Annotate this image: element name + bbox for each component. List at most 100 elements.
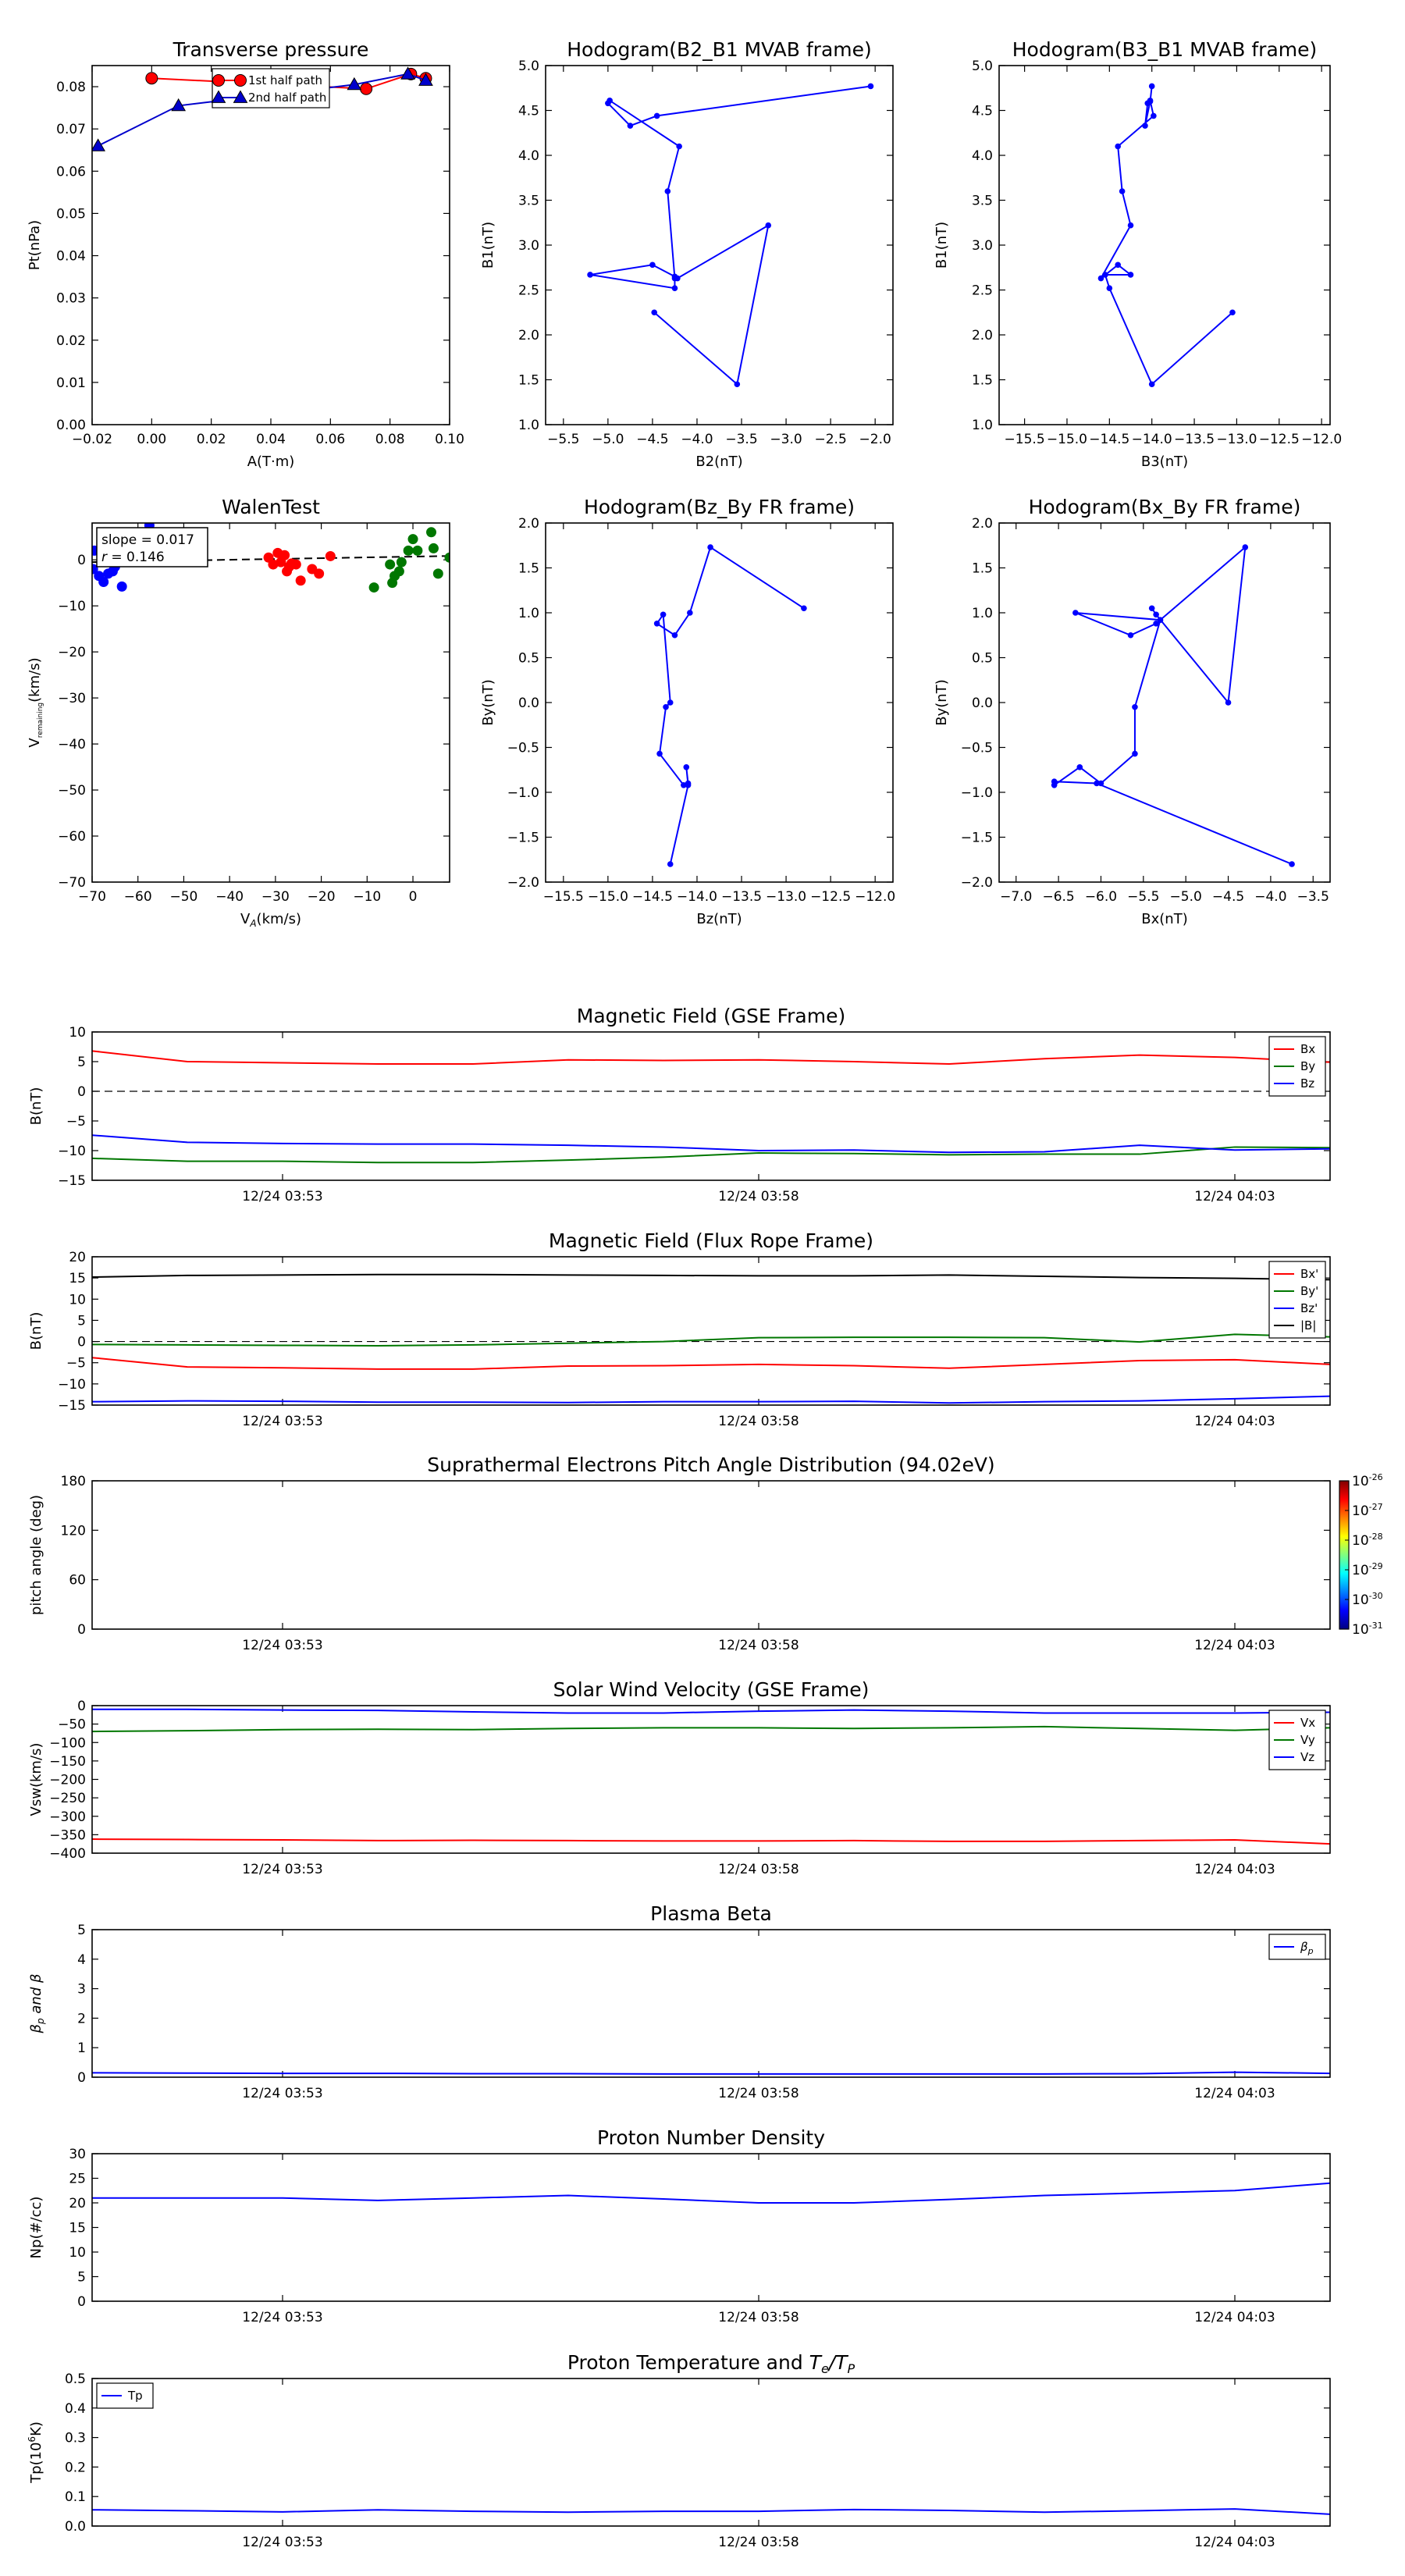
data-point (412, 545, 423, 556)
y-axis-label-text: B1(nT) (480, 222, 496, 269)
data-point (765, 222, 772, 229)
x-axis-label-text: Bx(nT) (1141, 911, 1187, 927)
data-point (234, 74, 247, 87)
y-tick-label: −60 (58, 829, 86, 845)
y-tick-label: 3.0 (518, 238, 539, 254)
x-tick-label: −2.0 (859, 432, 891, 447)
y-axis-label: By(nT) (934, 679, 950, 725)
y-tick-label: 0.05 (56, 206, 86, 222)
x-tick-label: −5.0 (592, 432, 624, 447)
panel-title: Proton Temperature and Te/TP (567, 2351, 855, 2376)
data-point (683, 764, 690, 770)
x-tick-label: −14.0 (677, 889, 717, 905)
y-tick-label: −70 (58, 875, 86, 891)
y-tick-label: −50 (58, 1717, 86, 1733)
data-point (279, 550, 290, 560)
x-tick-label: −13.0 (1216, 432, 1257, 447)
x-tick-label: 12/24 03:58 (718, 2535, 799, 2550)
x-axis-label: B2(nT) (695, 454, 742, 470)
data-point (687, 610, 693, 616)
colorbar-exponent: -29 (1369, 1561, 1383, 1571)
legend-box (212, 68, 330, 109)
y-tick-label: 1.5 (972, 561, 993, 577)
series-0 (653, 544, 807, 867)
panel-title-math-sub: e (821, 2361, 829, 2376)
y-tick-label: 20 (69, 2196, 86, 2211)
x-tick-label: −40 (215, 889, 244, 905)
x-tick-label: −15.0 (588, 889, 628, 905)
y-tick-label: 0.06 (56, 164, 86, 180)
x-axis-label-text: V (240, 911, 251, 927)
y-tick-label: 2 (77, 2011, 86, 2026)
data-point (667, 699, 674, 706)
series-line-Bx (92, 1357, 1330, 1370)
legend: Vx Vy Vz (1268, 1710, 1326, 1770)
data-point (667, 861, 674, 867)
x-tick-label: 12/24 03:53 (242, 2310, 322, 2325)
series-line-B (92, 1273, 1330, 1281)
y-tick-label: 0.0 (518, 696, 539, 711)
x-tick-label: 12/24 03:53 (242, 2086, 322, 2101)
panel-pitch-angle-distribution: Suprathermal Electrons Pitch Angle Distr… (28, 1453, 1383, 1653)
colorbar-base: 10 (1352, 1533, 1369, 1549)
y-tick-label: 5 (77, 1313, 86, 1329)
colorbar-exponent: -27 (1369, 1502, 1383, 1512)
colorbar-label: 10-26 (1352, 1472, 1383, 1489)
y-tick-label: 20 (69, 1250, 86, 1265)
y-tick-label: −150 (49, 1754, 86, 1770)
plot-area (653, 544, 807, 867)
panel-transverse-pressure: Transverse pressure−0.02 0.00 0.02 0.04 0.06… (27, 38, 464, 470)
legend-label: Bx' (1300, 1267, 1318, 1281)
legend-label: Bz' (1300, 1301, 1318, 1315)
y-tick-label: −40 (58, 737, 86, 753)
x-tick-label: −50 (169, 889, 197, 905)
x-tick-label: −3.5 (1297, 889, 1329, 905)
y-axis-label-text: Tp(10 (28, 2443, 44, 2484)
x-tick-label: −2.5 (814, 432, 846, 447)
y-tick-label: 0.01 (56, 375, 86, 391)
data-point (1115, 143, 1122, 150)
data-point (1148, 381, 1155, 388)
panel-plasma-beta: Plasma Beta 12/24 03:53 12/24 03:58 12/24 0… (28, 1902, 1331, 2101)
x-tick-label: 12/24 03:58 (718, 2086, 799, 2101)
data-point (653, 621, 660, 627)
data-point (1094, 780, 1100, 787)
panel-hodogram-b2-b1: Hodogram(B2_B1 MVAB frame) −5.5 −5.0 −4.5 −4… (480, 38, 894, 470)
x-axis-label-sub: A (249, 918, 256, 929)
y-tick-label: 0.3 (65, 2431, 86, 2446)
series-line-Tp (92, 2508, 1330, 2515)
data-point (1106, 285, 1113, 292)
y-tick-label: 3.5 (972, 194, 993, 209)
x-tick-label: 12/24 04:03 (1194, 1189, 1275, 1204)
y-tick-label: −400 (49, 1846, 86, 1862)
y-tick-label: 180 (61, 1474, 86, 1489)
y-tick-label: 2.5 (518, 283, 539, 299)
data-point (211, 90, 226, 103)
y-tick-label: 0 (77, 1622, 86, 1638)
x-tick-label: 12/24 03:53 (242, 1414, 322, 1429)
x-tick-label: −6.5 (1042, 889, 1074, 905)
data-point (145, 72, 158, 85)
series-2nd-half-path (92, 66, 433, 151)
x-tick-label: −4.0 (1254, 889, 1286, 905)
x-axis-label-text: A(T·m) (247, 454, 295, 470)
data-point (664, 188, 671, 194)
plot-frame (91, 65, 450, 425)
data-point (428, 543, 439, 553)
plot-area (587, 83, 874, 388)
x-tick-label: −7.0 (1000, 889, 1032, 905)
y-tick-label: 0 (77, 1084, 86, 1100)
plot-frame (91, 522, 450, 883)
y-tick-label: 4 (77, 1952, 86, 1968)
plot-frame (545, 522, 894, 883)
panel-title-text: Magnetic Field (Flux Rope Frame) (549, 1229, 873, 1252)
y-tick-label: −10 (58, 599, 86, 614)
y-tick-label: 1.0 (972, 606, 993, 621)
y-tick-label: 2.0 (518, 516, 539, 532)
colorbar-exponent: -31 (1369, 1621, 1383, 1631)
y-tick-label: 0 (77, 1699, 86, 1714)
x-tick-label: −3.0 (770, 432, 802, 447)
x-tick-label: 12/24 03:53 (242, 1189, 322, 1204)
legend-label-text: By' (1300, 1284, 1318, 1298)
